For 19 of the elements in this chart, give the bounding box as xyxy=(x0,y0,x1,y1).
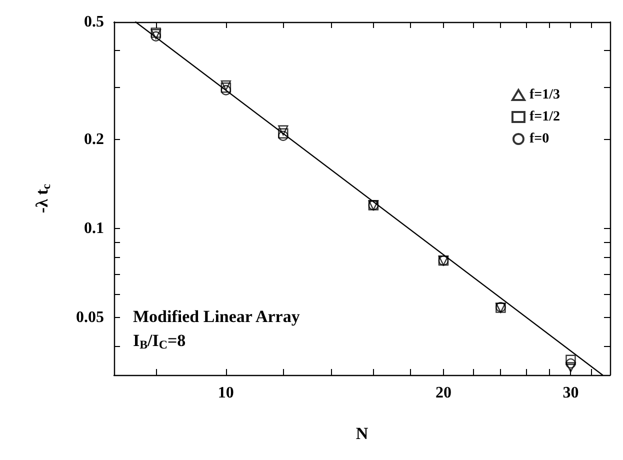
y-axis-title: -λ tc xyxy=(32,184,53,214)
point xyxy=(220,85,232,96)
x-axis-title: N xyxy=(356,424,369,443)
point xyxy=(566,358,576,369)
x-tick-label: 10 xyxy=(218,384,234,402)
y-tick-label: 0.5 xyxy=(84,14,104,30)
point xyxy=(220,82,232,93)
x-tick-label: 30 xyxy=(562,384,579,402)
legend-label: f=1/2 xyxy=(529,110,560,124)
x-tick-label: 20 xyxy=(435,384,452,402)
y-tick-label: 0.2 xyxy=(84,131,104,148)
legend-label: f=1/3 xyxy=(529,88,560,102)
y-tick-label: 0.05 xyxy=(76,309,104,326)
annotation: Modified Linear Array xyxy=(133,307,300,326)
legend-label: f=0 xyxy=(529,132,550,146)
point xyxy=(566,354,576,365)
y-tick-label: 0.1 xyxy=(84,220,104,238)
point xyxy=(566,362,576,372)
point xyxy=(220,80,232,91)
